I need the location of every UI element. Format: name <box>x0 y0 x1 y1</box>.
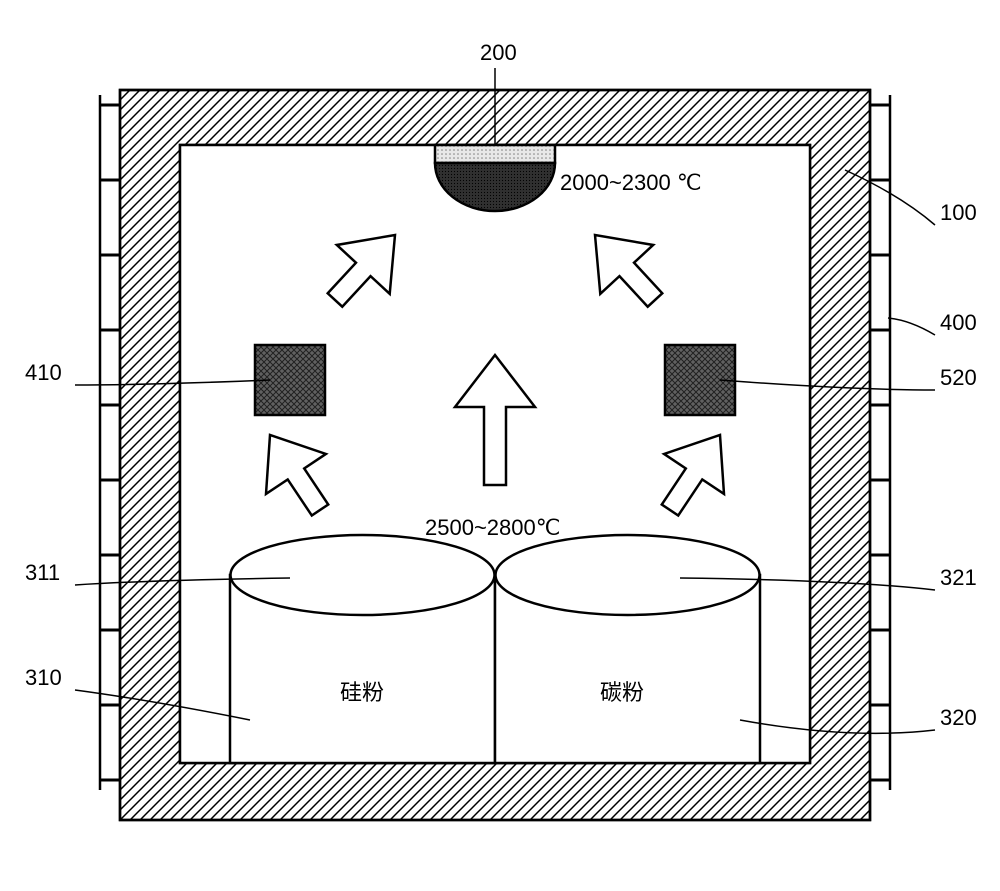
label-400: 400 <box>940 310 977 335</box>
crucible-left-top <box>231 535 495 615</box>
label-top_center: 200 <box>480 40 517 65</box>
diagram-container: 100 310 311 320 321 400 410 520 200 2000~2300 ℃ 25… <box>0 20 1000 871</box>
label-c_powder: 碳粉 <box>600 680 644 705</box>
label-321: 321 <box>940 565 977 590</box>
label-temp_top: 2000~2300 ℃ <box>560 170 702 195</box>
crucible-right-top <box>496 535 760 615</box>
label-310: 310 <box>25 665 62 690</box>
diagram-svg: 100 310 311 320 321 400 410 520 200 2000~2300 ℃ 25… <box>0 20 1000 871</box>
label-410: 410 <box>25 360 62 385</box>
label-temp_bottom: 2500~2800℃ <box>425 515 560 540</box>
label-520: 520 <box>940 365 977 390</box>
label-311: 311 <box>25 560 60 585</box>
leader-line <box>888 318 935 335</box>
seed-band <box>435 145 555 163</box>
label-si_powder: 硅粉 <box>340 680 384 705</box>
label-100: 100 <box>940 200 977 225</box>
label-320: 320 <box>940 705 977 730</box>
